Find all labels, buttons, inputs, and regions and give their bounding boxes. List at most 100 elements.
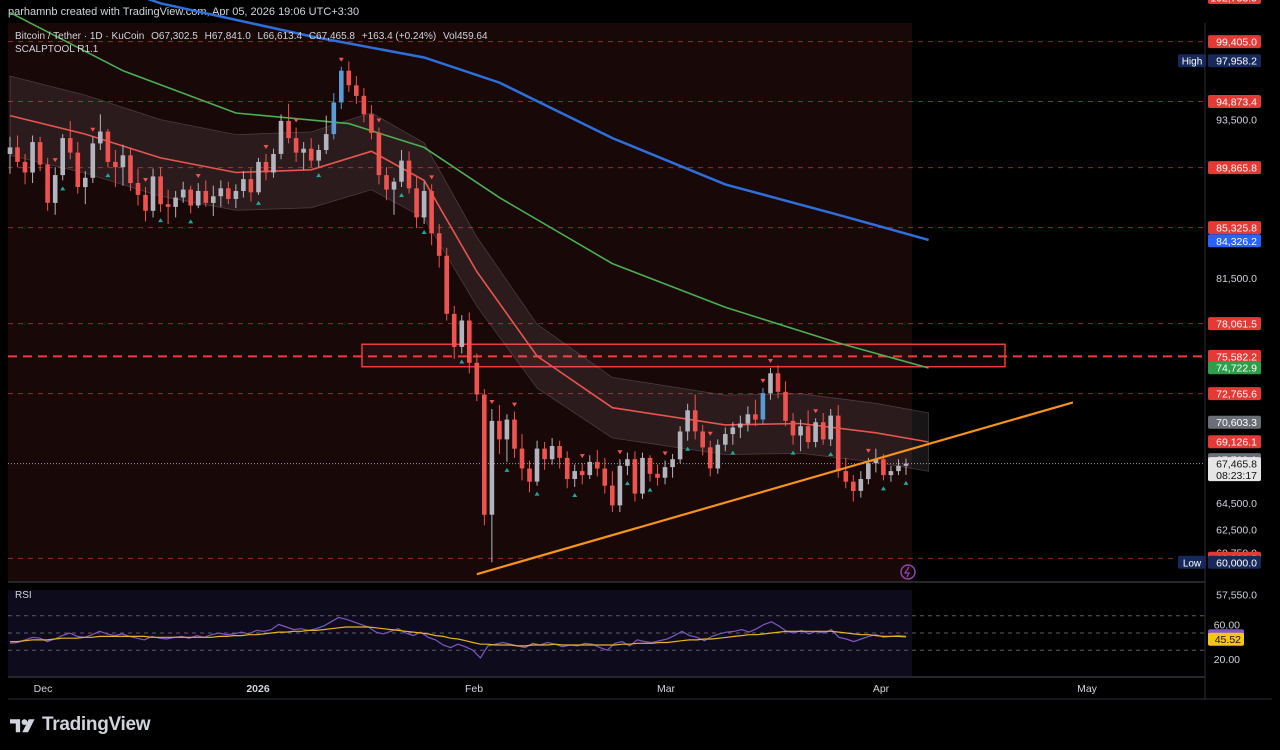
candle-body (760, 393, 766, 420)
candle-body (241, 179, 246, 191)
price-badge (1208, 0, 1261, 4)
candle-body (83, 177, 88, 188)
candle-body (421, 191, 427, 218)
candle-body (286, 120, 291, 139)
candle-body (301, 148, 306, 153)
brand-name: TradingView (42, 714, 151, 735)
candle-body (866, 463, 871, 480)
candle-body (467, 320, 472, 363)
candle-body (406, 160, 412, 189)
candle-body (677, 431, 683, 460)
candle-body (211, 196, 216, 203)
candle-body (497, 420, 502, 440)
candle-body (158, 176, 163, 205)
swing-high-marker (707, 431, 713, 436)
symbol-name[interactable]: Bitcoin / Tether · 1D · KuCoin (15, 31, 145, 42)
rsi-line (9, 616, 907, 659)
candle-body (180, 189, 186, 198)
candle-body (587, 461, 593, 476)
swing-low-marker (828, 452, 834, 456)
extreme-tag (1178, 555, 1206, 569)
tradingview-brand[interactable]: TradingView (10, 714, 151, 736)
candle-body (37, 142, 43, 165)
candle-body (218, 188, 224, 197)
candle-body (75, 152, 81, 187)
price-badge (1208, 95, 1261, 108)
price-badge (1208, 54, 1261, 68)
swing-high-marker (338, 57, 344, 62)
indicator-name[interactable]: SCALPTOOL R1.1 (15, 44, 99, 55)
candle-body (45, 164, 50, 203)
swing-high-marker (813, 409, 819, 414)
candle-body (482, 394, 487, 515)
swing-high-marker (376, 118, 382, 123)
candle-body (595, 461, 600, 469)
rsi-tick-label: 20.00 (1214, 654, 1240, 666)
history-shade (8, 23, 912, 581)
candle-body (354, 85, 359, 96)
moving-average-line (9, 114, 929, 443)
candle-body (617, 465, 623, 506)
candle-body (15, 147, 20, 162)
candle-body (7, 147, 13, 154)
swing-low-marker (624, 481, 630, 486)
candle-body (685, 410, 690, 432)
extreme-tag-text: Low (1183, 558, 1202, 569)
price-badge-text: 74,722.9 (1216, 363, 1257, 375)
candle-body (820, 422, 826, 440)
candle-body (783, 391, 788, 421)
price-badge (1208, 555, 1261, 569)
candle-body (715, 444, 721, 469)
volume-value: Vol459.64 (443, 31, 488, 42)
swing-low-marker (459, 359, 465, 364)
lightning-icon (903, 566, 911, 578)
candle-body (768, 373, 773, 394)
ohlc-close: C67,465.8 (308, 31, 355, 42)
candle-body (384, 175, 389, 190)
candle-body (730, 427, 736, 435)
price-tick-label: 62,500.0 (1216, 524, 1257, 536)
price-badge (1208, 435, 1261, 449)
swing-low-marker (105, 173, 111, 178)
price-tick-label: 81,500.0 (1216, 273, 1257, 285)
price-badge (1208, 161, 1261, 175)
candle-body (738, 423, 743, 428)
candle-body (534, 448, 540, 482)
candle-body (60, 138, 65, 176)
rsi-value-badge-text: 45.52 (1215, 634, 1241, 646)
price-badge (1208, 457, 1261, 482)
x-axis-label: May (1077, 683, 1098, 695)
candle-body (188, 189, 193, 206)
swing-low-marker (572, 492, 578, 497)
candle-body (610, 485, 615, 506)
price-badge (1208, 415, 1261, 429)
candle-body (278, 120, 284, 154)
x-axis-label: Dec (34, 683, 53, 695)
candle-body (52, 175, 58, 203)
price-badge-text: 89,865.8 (1216, 163, 1257, 175)
candle-body (647, 457, 653, 474)
swing-high-marker (429, 175, 435, 180)
candle-body (361, 95, 367, 115)
candle-body (790, 420, 796, 436)
candle-body (451, 313, 457, 347)
extreme-tag (1178, 54, 1206, 68)
rsi-ma-line (10, 626, 907, 647)
extreme-tag-text: High (1182, 57, 1203, 68)
price-badge (1208, 361, 1261, 375)
candle-body (723, 434, 728, 445)
candle-body (835, 415, 841, 472)
candle-body (474, 362, 480, 395)
rsi-title[interactable]: RSI (15, 590, 32, 601)
candle-body (120, 155, 126, 168)
candle-body (113, 161, 118, 168)
candle-body (376, 132, 382, 176)
swing-high-marker (293, 118, 299, 123)
swing-low-marker (158, 218, 164, 223)
candle-body (805, 426, 811, 443)
candle-body (564, 457, 570, 479)
swing-high-marker (195, 174, 201, 179)
candle-body (331, 102, 337, 135)
candle-body (316, 150, 321, 161)
